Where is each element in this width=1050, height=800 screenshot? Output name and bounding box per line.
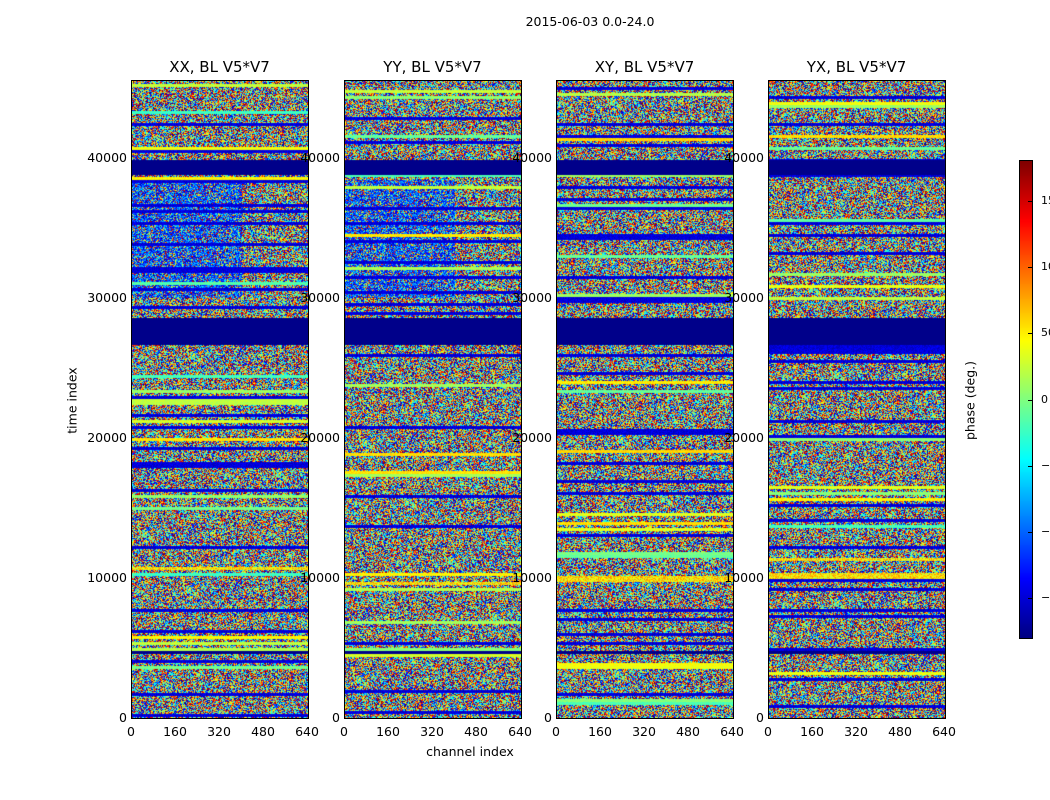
- colorbar-tick-mark: [1028, 267, 1033, 268]
- x-tick-label: 640: [932, 724, 956, 739]
- colorbar-tick-label: 50: [1041, 326, 1050, 340]
- y-tick-label: 0: [544, 710, 552, 725]
- y-tick-label: 0: [756, 710, 764, 725]
- y-tick-label: 30000: [87, 290, 127, 305]
- x-tick-label: 0: [340, 724, 348, 739]
- heatmap-xy: [556, 80, 734, 719]
- y-tick-label: 30000: [512, 290, 552, 305]
- colorbar-tick-mark: [1028, 200, 1033, 202]
- panel-title-xy: XY, BL V5*V7: [594, 58, 695, 76]
- y-tick-label: 0: [119, 710, 127, 725]
- y-tick-label: 40000: [512, 150, 552, 165]
- colorbar-tick-mark: [1028, 465, 1033, 467]
- y-tick-label: 40000: [87, 150, 127, 165]
- x-tick-label: 640: [720, 724, 744, 739]
- y-tick-label: 40000: [724, 150, 764, 165]
- y-tick-label: 20000: [300, 430, 340, 445]
- x-tick-label: 0: [552, 724, 560, 739]
- colorbar-tick-label: 150: [1041, 193, 1050, 207]
- y-tick-label: 40000: [300, 150, 340, 165]
- y-tick-label: 10000: [512, 570, 552, 585]
- x-tick-label: 640: [508, 724, 532, 739]
- colorbar-tick-label: −100: [1041, 525, 1050, 538]
- panel-title-yy: YY, BL V5*V7: [383, 58, 482, 76]
- heatmap-yy: [344, 80, 522, 719]
- x-axis-label: channel index: [426, 744, 514, 759]
- x-tick-label: 160: [376, 724, 400, 739]
- y-tick-label: 20000: [724, 430, 764, 445]
- colorbar-tick-label: 0: [1041, 392, 1048, 406]
- panel-title-xx: XX, BL V5*V7: [169, 58, 270, 76]
- x-tick-label: 0: [764, 724, 772, 739]
- x-tick-label: 320: [420, 724, 444, 739]
- y-tick-label: 30000: [724, 290, 764, 305]
- y-tick-label: 30000: [300, 290, 340, 305]
- x-tick-label: 480: [464, 724, 488, 739]
- colorbar-tick-label: −150: [1041, 591, 1050, 605]
- y-tick-label: 10000: [724, 570, 764, 585]
- y-tick-label: 10000: [300, 570, 340, 585]
- x-tick-label: 480: [676, 724, 700, 739]
- x-tick-label: 320: [632, 724, 656, 739]
- heatmap-xx: [131, 80, 309, 719]
- x-tick-label: 160: [588, 724, 612, 739]
- figure-title: 2015-06-03 0.0-24.0: [525, 14, 655, 29]
- x-tick-label: 160: [163, 724, 187, 739]
- x-tick-label: 480: [888, 724, 912, 739]
- y-tick-label: 20000: [512, 430, 552, 445]
- colorbar-tick-label: −50: [1041, 458, 1050, 472]
- heatmap-yx: [768, 80, 946, 719]
- x-tick-label: 640: [295, 724, 319, 739]
- colorbar-tick-mark: [1028, 532, 1033, 533]
- x-tick-label: 160: [800, 724, 824, 739]
- colorbar-tick-label: 100: [1041, 260, 1050, 273]
- x-tick-label: 0: [127, 724, 135, 739]
- y-tick-label: 0: [332, 710, 340, 725]
- colorbar-label: phase (deg.): [962, 361, 978, 440]
- x-tick-label: 320: [844, 724, 868, 739]
- colorbar-tick-mark: [1028, 333, 1033, 335]
- y-axis-label: time index: [64, 367, 80, 434]
- x-tick-label: 480: [251, 724, 275, 739]
- x-tick-label: 320: [207, 724, 231, 739]
- colorbar-tick-mark: [1028, 598, 1033, 600]
- y-tick-label: 20000: [87, 430, 127, 445]
- colorbar-tick-mark: [1028, 399, 1033, 401]
- panel-title-yx: YX, BL V5*V7: [806, 58, 907, 76]
- y-tick-label: 10000: [87, 570, 127, 585]
